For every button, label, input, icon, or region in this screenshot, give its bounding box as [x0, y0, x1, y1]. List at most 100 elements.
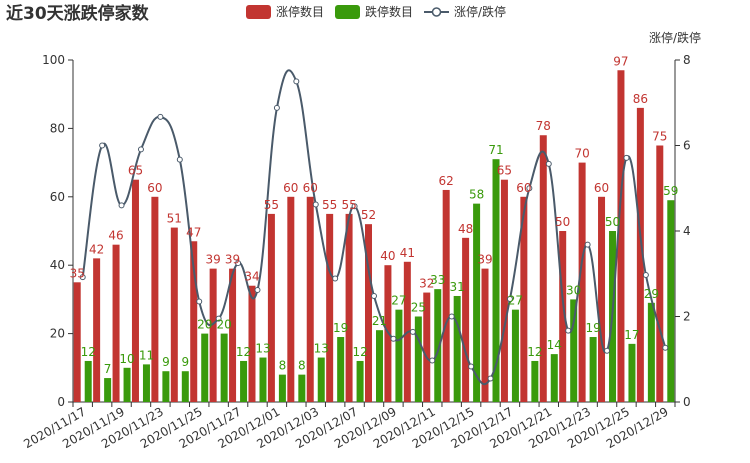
bar-limit-up [248, 285, 256, 402]
right-axis-tick-label: 4 [683, 224, 691, 238]
label-limit-down: 29 [644, 287, 659, 301]
label-limit-up: 60 [303, 181, 318, 195]
right-axis-tick-label: 8 [683, 53, 691, 67]
label-limit-up: 41 [400, 246, 415, 260]
label-limit-up: 32 [419, 277, 434, 291]
label-limit-down: 33 [430, 273, 445, 287]
bar-limit-down [220, 333, 228, 402]
bar-limit-up [481, 268, 489, 402]
bar-limit-up [345, 213, 353, 402]
ratio-point [623, 154, 630, 161]
bar-limit-up [636, 107, 644, 402]
bar-limit-up [209, 268, 217, 402]
label-limit-down: 12 [81, 345, 96, 359]
ratio-line-path [81, 69, 667, 386]
ratio-point [662, 344, 669, 351]
label-limit-down: 20 [197, 318, 212, 332]
legend-label-limit-up: 涨停数目 [276, 4, 324, 19]
bar-limit-up [520, 196, 528, 402]
label-limit-up: 60 [516, 181, 531, 195]
ratio-point [642, 272, 649, 279]
legend[interactable]: 涨停数目 跌停数目 涨停/跌停 [246, 4, 506, 19]
label-limit-up: 34 [244, 270, 259, 284]
left-axis-tick-label: 0 [57, 395, 65, 409]
bar-limit-down [492, 159, 500, 402]
label-limit-up: 39 [206, 253, 221, 267]
ratio-point [157, 113, 164, 120]
legend-item-limit-up[interactable]: 涨停数目 [246, 4, 324, 19]
legend-item-limit-down[interactable]: 跌停数目 [335, 4, 413, 19]
ratio-point [118, 202, 125, 209]
label-limit-down: 30 [566, 283, 581, 297]
label-limit-down: 21 [372, 314, 387, 328]
left-axis-tick-label: 60 [50, 190, 65, 204]
label-limit-up: 52 [361, 208, 376, 222]
label-limit-down: 8 [279, 359, 287, 373]
left-axis-tick-label: 100 [42, 53, 65, 67]
ratio-point [409, 328, 416, 335]
right-axis-name: 涨停/跌停 [649, 30, 701, 45]
label-limit-up: 39 [477, 253, 492, 267]
label-limit-up: 39 [225, 253, 240, 267]
bar-limit-up [578, 162, 586, 402]
label-limit-down: 58 [469, 188, 484, 202]
ratio-point [506, 295, 513, 302]
ratio-point [584, 241, 591, 248]
bar-limit-up [112, 244, 120, 402]
label-limit-down: 59 [663, 184, 678, 198]
bar-limit-up [326, 213, 334, 402]
ratio-point [176, 156, 183, 163]
bar-limit-down [356, 360, 364, 402]
bar-limit-up [656, 145, 664, 402]
ratio-point [448, 313, 455, 320]
label-limit-up: 97 [613, 54, 628, 68]
legend-swatch-ratio-marker [431, 7, 442, 17]
bar-limit-up [559, 231, 567, 402]
label-limit-down: 9 [181, 355, 189, 369]
legend-swatch-limit-up [246, 5, 271, 19]
label-limit-down: 27 [391, 294, 406, 308]
bar-limit-up [306, 196, 314, 402]
bar-limit-up [131, 179, 139, 402]
legend-swatch-limit-down [335, 5, 360, 19]
ratio-point [196, 298, 203, 305]
bar-limit-down [337, 337, 345, 402]
bar-limit-up [229, 268, 237, 402]
right-axis-tick-label: 0 [683, 395, 691, 409]
label-limit-up: 35 [70, 266, 85, 280]
bar-limit-down [531, 360, 539, 402]
ratio-point [137, 146, 144, 153]
bar-limit-down [570, 299, 578, 402]
ratio-point [293, 78, 300, 85]
bar-limit-down [434, 289, 442, 402]
label-limit-up: 47 [186, 225, 201, 239]
label-limit-up: 60 [594, 181, 609, 195]
ratio-point [254, 286, 261, 293]
label-limit-down: 19 [585, 321, 600, 335]
bar-limit-down [104, 378, 112, 402]
chart-title: 近30天涨跌停家数 [6, 3, 150, 24]
label-limit-down: 14 [547, 338, 562, 352]
label-limit-down: 8 [298, 359, 306, 373]
bar-limit-down [240, 360, 248, 402]
bar-limit-down [550, 354, 558, 402]
bars [73, 70, 675, 403]
label-limit-up: 65 [128, 164, 143, 178]
bar-limit-down [589, 337, 597, 402]
axes: 020406080100024682020/11/172020/11/19202… [21, 53, 690, 451]
bar-limit-down [123, 367, 131, 402]
legend-label-limit-down: 跌停数目 [365, 4, 413, 19]
bar-limit-down [647, 302, 655, 402]
bar-limit-down [667, 200, 675, 402]
bar-limit-up [73, 282, 81, 402]
label-limit-up: 51 [167, 212, 182, 226]
label-limit-up: 65 [497, 164, 512, 178]
bar-limit-up [93, 258, 101, 402]
bar-limit-down [259, 357, 267, 402]
legend-item-ratio[interactable]: 涨停/跌停 [424, 4, 506, 19]
bar-limit-up [170, 227, 178, 402]
ratio-line [79, 69, 669, 386]
bar-limit-down [395, 309, 403, 402]
label-limit-down: 11 [139, 348, 154, 362]
label-limit-up: 48 [458, 222, 473, 236]
